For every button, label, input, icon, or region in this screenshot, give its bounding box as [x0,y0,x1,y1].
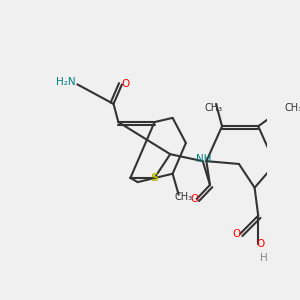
Text: S: S [151,173,158,183]
Text: CH₃: CH₃ [204,103,222,113]
Text: O: O [257,238,265,248]
Text: H: H [260,253,267,262]
Text: CH₃: CH₃ [285,103,300,113]
Text: H₂N: H₂N [56,77,76,87]
Text: O: O [122,80,130,89]
Text: O: O [190,194,198,204]
Text: NH: NH [196,154,212,164]
Text: O: O [232,229,240,239]
Text: CH₃: CH₃ [175,192,193,202]
